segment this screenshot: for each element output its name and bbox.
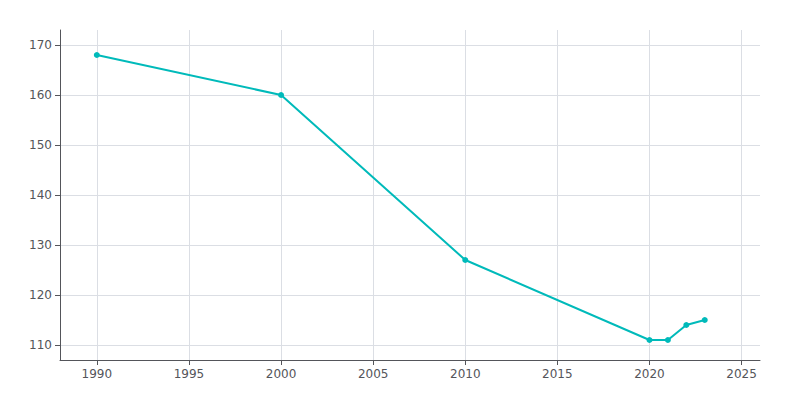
svg-text:160: 160 <box>29 88 52 102</box>
svg-text:170: 170 <box>29 38 52 52</box>
svg-text:130: 130 <box>29 238 52 252</box>
svg-text:120: 120 <box>29 288 52 302</box>
svg-text:1995: 1995 <box>174 367 205 381</box>
svg-text:2020: 2020 <box>634 367 665 381</box>
svg-text:2015: 2015 <box>542 367 573 381</box>
svg-text:2025: 2025 <box>726 367 757 381</box>
svg-text:110: 110 <box>29 338 52 352</box>
svg-text:150: 150 <box>29 138 52 152</box>
svg-text:2005: 2005 <box>358 367 389 381</box>
svg-text:1990: 1990 <box>82 367 113 381</box>
svg-text:2000: 2000 <box>266 367 297 381</box>
svg-text:140: 140 <box>29 188 52 202</box>
svg-text:2010: 2010 <box>450 367 481 381</box>
